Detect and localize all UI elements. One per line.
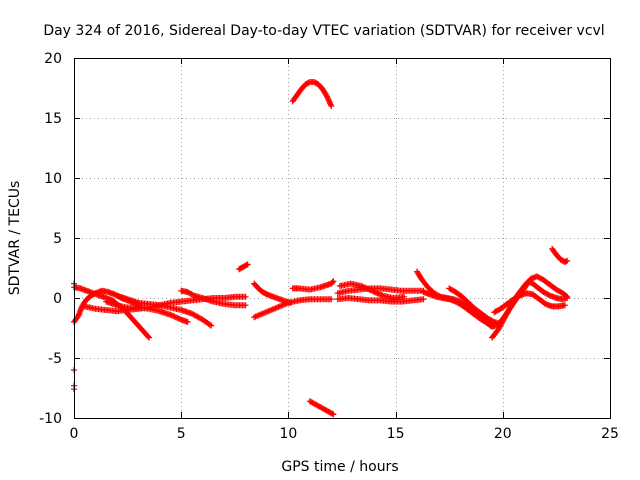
grid-layer (74, 58, 610, 418)
y-tick-label: 20 (44, 51, 62, 67)
data-point (330, 278, 337, 285)
series-arc-j (289, 278, 337, 293)
x-tick-label: 10 (279, 426, 297, 442)
data-point (189, 291, 196, 298)
data-point (329, 279, 336, 285)
data-point (328, 103, 335, 109)
data-point (184, 319, 191, 325)
x-tick-label: 25 (601, 426, 619, 442)
data-point (327, 100, 334, 107)
axis-ticks-layer: 0 5 10 15 20 25 -10 -5 0 5 10 15 20 (39, 51, 619, 442)
y-tick-label: -5 (48, 351, 62, 367)
series-arc-l (306, 398, 337, 418)
x-tick-label: 20 (494, 426, 512, 442)
series-arc-r (446, 285, 502, 327)
series-arc-e (81, 293, 249, 315)
data-point (564, 293, 571, 300)
series-arc-v (549, 245, 571, 265)
data-points-layer (71, 79, 571, 418)
series-arc-k (289, 79, 335, 109)
data-point (328, 296, 335, 303)
x-tick-label: 15 (387, 426, 405, 442)
series-arc-n (334, 295, 427, 305)
data-point (145, 333, 152, 340)
x-axis-label: GPS time / hours (281, 459, 398, 475)
x-tick-label: 0 (70, 426, 79, 442)
y-tick-label: 10 (44, 171, 62, 187)
y-tick-label: -10 (39, 411, 62, 427)
data-point (242, 293, 249, 300)
series-arc-f (178, 287, 249, 309)
data-point (561, 302, 568, 309)
y-tick-label: 0 (53, 291, 62, 307)
data-point (244, 261, 251, 268)
data-point (324, 94, 331, 101)
y-tick-label: 15 (44, 111, 62, 127)
data-point (330, 411, 337, 418)
series-arc-o (336, 280, 408, 301)
data-point (208, 322, 215, 329)
data-point (206, 321, 213, 328)
series-arc-g (236, 261, 251, 273)
data-point (489, 318, 496, 325)
series-arc-u (491, 290, 568, 316)
y-tick-label: 5 (53, 231, 62, 247)
x-tick-label: 5 (177, 426, 186, 442)
series-arc-i (251, 296, 335, 321)
data-point (420, 296, 427, 303)
data-point (325, 96, 332, 103)
chart-title: Day 324 of 2016, Sidereal Day-to-day VTE… (43, 23, 604, 39)
data-point (401, 293, 408, 300)
data-point (326, 98, 333, 105)
data-point (563, 292, 570, 299)
data-point (242, 302, 249, 309)
data-point (325, 97, 332, 104)
data-point (564, 257, 571, 264)
y-axis-label: SDTVAR / TECUs (7, 181, 23, 296)
data-point (146, 334, 153, 341)
series-arc-q (420, 289, 491, 327)
data-point (327, 101, 334, 108)
data-point (323, 93, 330, 100)
